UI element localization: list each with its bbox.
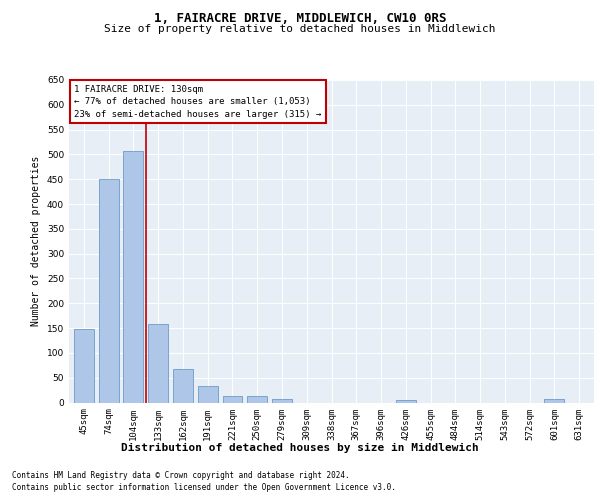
Bar bbox=[74, 329, 94, 402]
Text: 1 FAIRACRE DRIVE: 130sqm
← 77% of detached houses are smaller (1,053)
23% of sem: 1 FAIRACRE DRIVE: 130sqm ← 77% of detach… bbox=[74, 85, 322, 119]
Text: 1, FAIRACRE DRIVE, MIDDLEWICH, CW10 0RS: 1, FAIRACRE DRIVE, MIDDLEWICH, CW10 0RS bbox=[154, 12, 446, 26]
Bar bbox=[544, 399, 564, 402]
Text: Contains HM Land Registry data © Crown copyright and database right 2024.: Contains HM Land Registry data © Crown c… bbox=[12, 471, 350, 480]
Y-axis label: Number of detached properties: Number of detached properties bbox=[31, 156, 41, 326]
Bar bbox=[247, 396, 267, 402]
Bar bbox=[173, 370, 193, 402]
Bar bbox=[396, 400, 416, 402]
Bar bbox=[99, 179, 119, 402]
Bar bbox=[223, 396, 242, 402]
Text: Contains public sector information licensed under the Open Government Licence v3: Contains public sector information licen… bbox=[12, 484, 396, 492]
Bar bbox=[198, 386, 218, 402]
Bar bbox=[148, 324, 168, 402]
Text: Distribution of detached houses by size in Middlewich: Distribution of detached houses by size … bbox=[121, 442, 479, 452]
Text: Size of property relative to detached houses in Middlewich: Size of property relative to detached ho… bbox=[104, 24, 496, 34]
Bar bbox=[124, 151, 143, 403]
Bar bbox=[272, 398, 292, 402]
